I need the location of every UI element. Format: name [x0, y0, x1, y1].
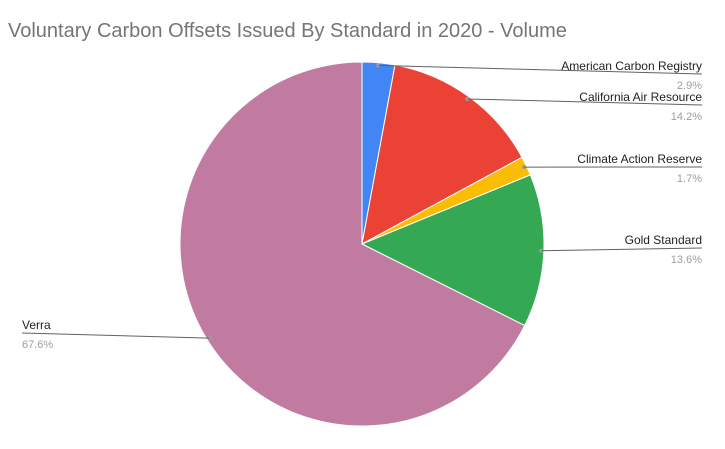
slice-value-verra: 67.6% — [22, 339, 53, 351]
callout-line-american-carbon-registry — [378, 64, 703, 75]
pie-slices — [179, 61, 545, 427]
slice-value-california-air-resource: 14.2% — [671, 111, 702, 123]
slice-label-gold-standard: Gold Standard — [625, 233, 702, 247]
callout-line-california-air-resource — [467, 98, 703, 106]
pie-callouts: American Carbon Registry 2.9%California A… — [21, 59, 703, 351]
slice-value-climate-action-reserve: 1.7% — [677, 173, 702, 185]
slice-label-california-air-resource: California Air Resource — [579, 90, 702, 104]
slice-label-climate-action-reserve: Climate Action Reserve — [577, 152, 702, 166]
slice-value-gold-standard: 13.6% — [671, 254, 702, 266]
callout-line-verra — [21, 332, 210, 339]
chart-title: Voluntary Carbon Offsets Issued By Stand… — [8, 20, 567, 42]
slice-label-verra: Verra — [22, 318, 51, 332]
slice-verra — [179, 61, 526, 427]
callout-line-gold-standard — [541, 247, 703, 252]
slice-label-american-carbon-registry: American Carbon Registry — [561, 59, 702, 73]
slice-value-american-carbon-registry: 2.9% — [677, 80, 702, 92]
slice-california-air-resource — [361, 64, 523, 245]
